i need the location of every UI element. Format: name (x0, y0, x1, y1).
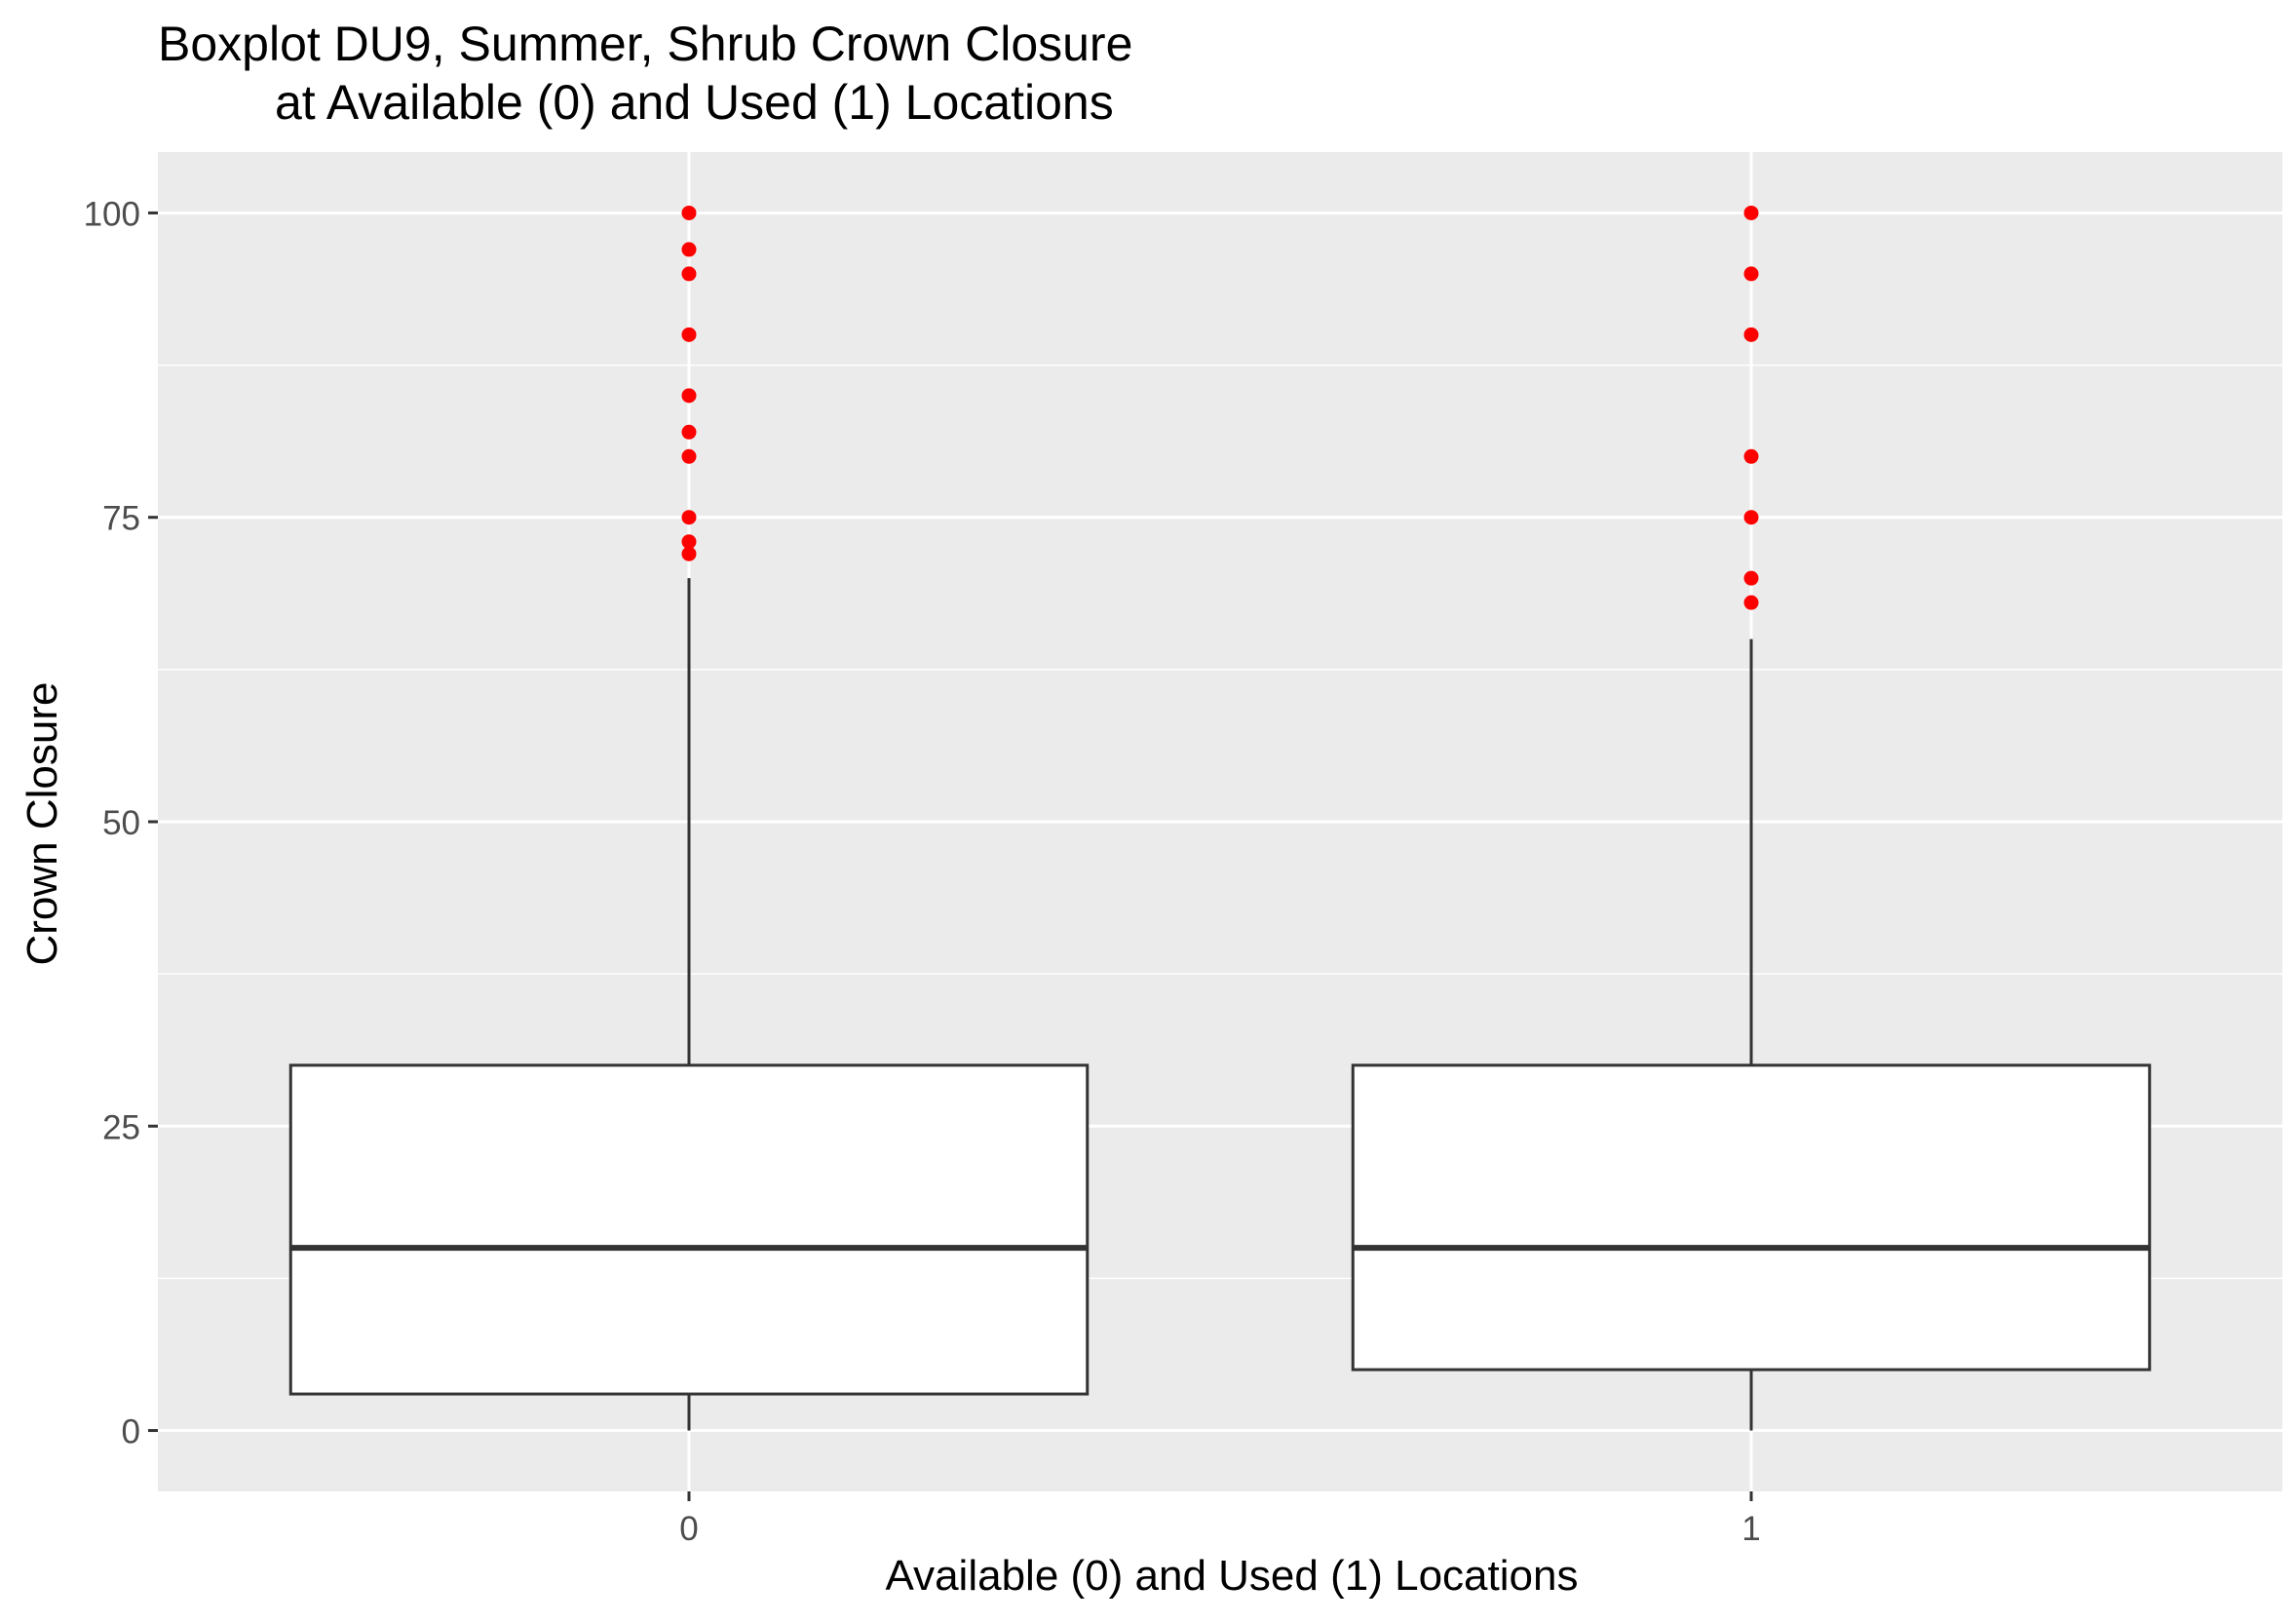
y-tick-label: 100 (84, 195, 140, 233)
axis-layer: 0 25 50 75 100 0 1 (84, 195, 1761, 1548)
box (1351, 1063, 2152, 1372)
outlier-point (681, 242, 697, 257)
outlier-point (1743, 510, 1759, 525)
outlier-point (1743, 448, 1759, 464)
box-group-0 (288, 578, 1090, 1431)
outlier-point (681, 448, 697, 464)
outlier-point (1743, 205, 1759, 220)
x-axis-title: Available (0) and Used (1) Locations (885, 1552, 1579, 1600)
outlier-point (681, 546, 697, 561)
outlier-point (681, 510, 697, 525)
outlier-point (1743, 570, 1759, 586)
y-tick-label: 50 (102, 804, 140, 842)
y-tick-label: 0 (122, 1413, 140, 1451)
outlier-point (1743, 327, 1759, 342)
y-axis-title: Crown Closure (19, 681, 66, 966)
outlier-point (1743, 595, 1759, 610)
x-tick-label: 0 (679, 1510, 698, 1548)
outlier-point (681, 327, 697, 342)
y-tick-label: 25 (102, 1108, 140, 1146)
outlier-point (681, 266, 697, 282)
outlier-point (1743, 266, 1759, 282)
outlier-point (681, 388, 697, 404)
chart-title-line-1: Boxplot DU9, Summer, Shrub Crown Closure (158, 17, 1133, 71)
outlier-point (681, 205, 697, 220)
y-tick-label: 75 (102, 500, 140, 538)
x-tick-label: 1 (1741, 1510, 1760, 1548)
box-layer (288, 578, 2152, 1431)
outlier-layer (681, 205, 1759, 610)
box (288, 1063, 1090, 1396)
chart-title-line-2: at Available (0) and Used (1) Locations (275, 75, 1114, 130)
outlier-point (681, 534, 697, 550)
box-group-1 (1351, 638, 2152, 1431)
outlier-point (681, 424, 697, 440)
